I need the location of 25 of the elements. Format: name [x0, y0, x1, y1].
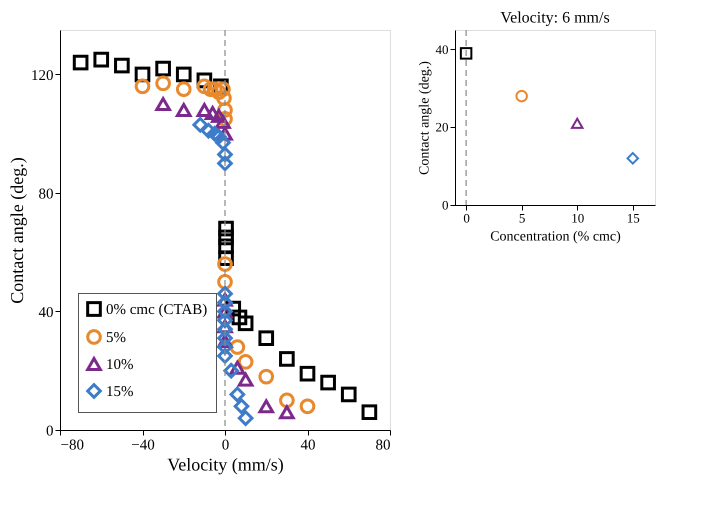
y-tick-label: 0 — [46, 424, 54, 440]
y-axis-title: Contact angle (deg.) — [7, 157, 27, 304]
y-axis-title: Contact angle (deg.) — [418, 60, 432, 175]
x-tick-label: 0 — [222, 438, 230, 454]
y-tick-label: 20 — [436, 120, 448, 135]
x-tick-label: −80 — [60, 438, 84, 454]
chart-title: Velocity: 6 mm/s — [500, 9, 610, 26]
legend-label: 15% — [106, 384, 134, 400]
y-tick-label: 40 — [436, 42, 448, 57]
x-tick-label: 80 — [376, 438, 390, 454]
x-axis-title: Concentration (% cmc) — [490, 230, 622, 244]
x-tick-label: 40 — [300, 438, 316, 454]
x-tick-label: −40 — [131, 438, 155, 454]
legend-label: 0% cmc (CTAB) — [106, 302, 208, 318]
x-tick-label: 15 — [626, 210, 640, 226]
x-tick-label: 10 — [571, 210, 584, 226]
y-tick-label: 80 — [38, 186, 54, 202]
y-tick-label: 40 — [38, 304, 54, 321]
legend-label: 5% — [106, 330, 126, 346]
legend-label: 10% — [106, 357, 134, 373]
x-tick-label: 5 — [518, 210, 526, 226]
y-tick-label: 0 — [442, 198, 448, 212]
y-tick-label: 120 — [31, 68, 54, 84]
x-axis-title: Velocity (mm/s) — [167, 454, 284, 474]
x-tick-label: 0 — [463, 210, 470, 226]
